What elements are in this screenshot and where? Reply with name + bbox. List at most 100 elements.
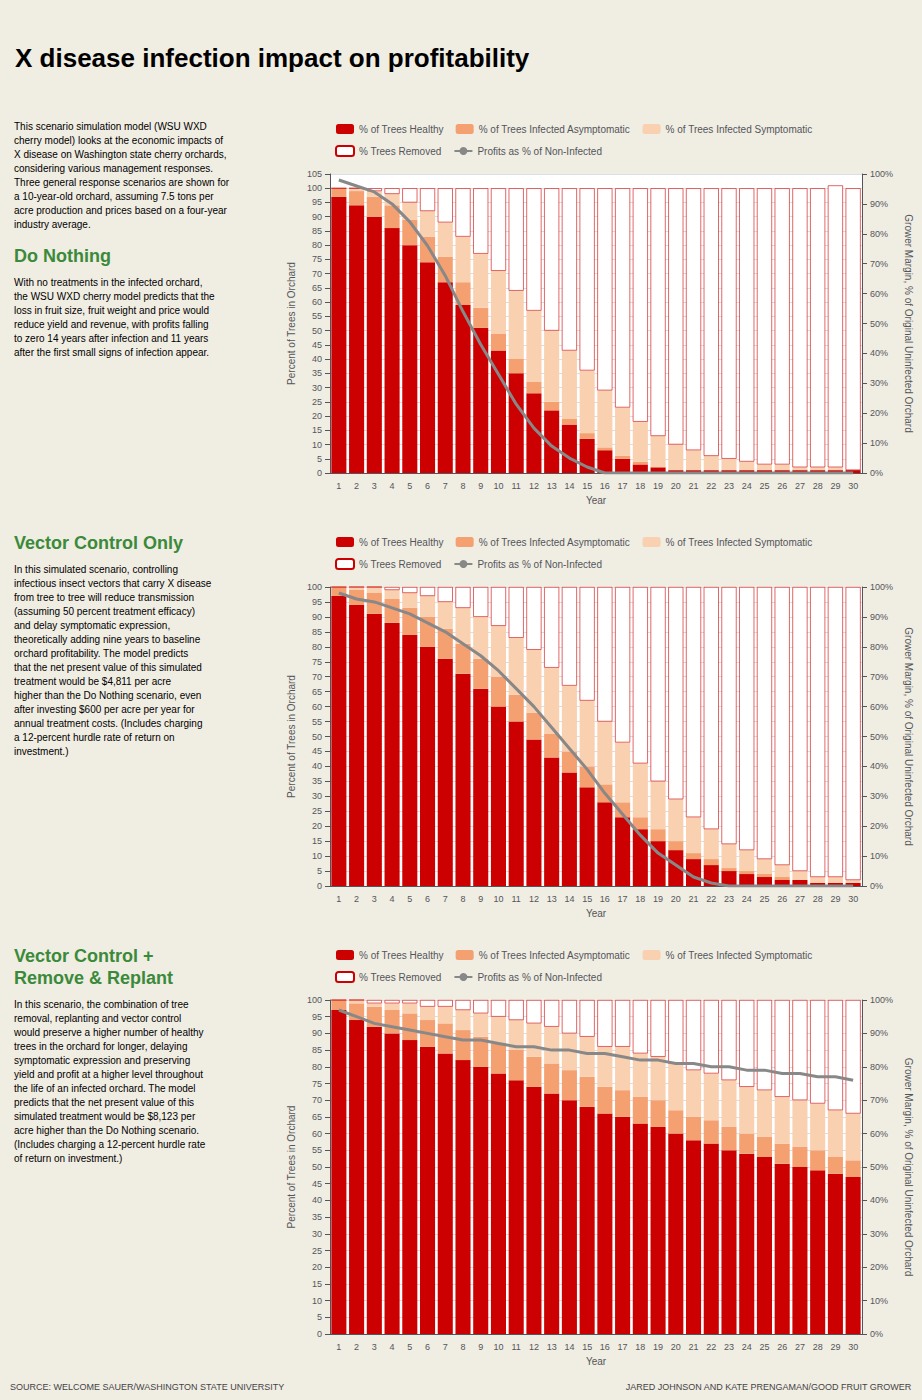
svg-text:annual treatment costs. (Inclu: annual treatment costs. (Includes chargi… bbox=[14, 718, 202, 729]
svg-text:0%: 0% bbox=[870, 468, 883, 478]
svg-text:14: 14 bbox=[564, 894, 574, 904]
svg-text:Three general response scenari: Three general response scenarios are sho… bbox=[14, 177, 230, 188]
svg-text:20: 20 bbox=[671, 894, 681, 904]
svg-text:acre production and prices bas: acre production and prices based on a fo… bbox=[14, 205, 228, 216]
svg-text:22: 22 bbox=[706, 894, 716, 904]
svg-text:Profits as % of Non-Infected: Profits as % of Non-Infected bbox=[477, 146, 602, 157]
svg-text:would preserve a higher number: would preserve a higher number of health… bbox=[13, 1027, 204, 1038]
svg-text:treatment would be $4,811 per: treatment would be $4,811 per acre bbox=[14, 676, 172, 687]
svg-text:18: 18 bbox=[635, 1342, 645, 1352]
svg-text:20%: 20% bbox=[870, 1262, 888, 1272]
svg-text:6: 6 bbox=[425, 1342, 430, 1352]
svg-text:20: 20 bbox=[312, 821, 322, 831]
svg-text:10: 10 bbox=[312, 440, 322, 450]
svg-text:26: 26 bbox=[777, 481, 787, 491]
svg-text:cherry model) looks at the eco: cherry model) looks at the economic impa… bbox=[14, 135, 223, 146]
svg-text:24: 24 bbox=[742, 894, 752, 904]
svg-text:60%: 60% bbox=[870, 1129, 888, 1139]
svg-text:100: 100 bbox=[307, 183, 322, 193]
svg-text:10: 10 bbox=[493, 894, 503, 904]
svg-text:35: 35 bbox=[312, 776, 322, 786]
svg-text:65: 65 bbox=[312, 283, 322, 293]
svg-text:29: 29 bbox=[830, 894, 840, 904]
svg-text:acre higher than the Do Nothin: acre higher than the Do Nothing scenario… bbox=[14, 1125, 199, 1136]
svg-text:95: 95 bbox=[312, 197, 322, 207]
svg-text:70%: 70% bbox=[870, 259, 888, 269]
svg-text:50%: 50% bbox=[870, 1162, 888, 1172]
svg-text:20%: 20% bbox=[870, 821, 888, 831]
svg-text:11: 11 bbox=[512, 894, 521, 904]
svg-text:simulated treatment would be $: simulated treatment would be $8,123 per bbox=[14, 1111, 196, 1122]
svg-text:40: 40 bbox=[312, 761, 322, 771]
svg-text:65: 65 bbox=[312, 687, 322, 697]
svg-text:Grower Margin, % of Original U: Grower Margin, % of Original Uninfected … bbox=[903, 1058, 914, 1276]
svg-text:100%: 100% bbox=[870, 995, 893, 1005]
svg-text:of return on investment.): of return on investment.) bbox=[14, 1153, 122, 1164]
svg-text:15: 15 bbox=[582, 481, 592, 491]
svg-text:30%: 30% bbox=[870, 378, 888, 388]
svg-text:reduce yield and revenue, with: reduce yield and revenue, with profits f… bbox=[14, 319, 209, 330]
svg-text:theoretically adding nine year: theoretically adding nine years to basel… bbox=[14, 634, 201, 645]
svg-text:60: 60 bbox=[312, 1129, 322, 1139]
svg-text:investment.): investment.) bbox=[14, 746, 68, 757]
svg-text:27: 27 bbox=[795, 481, 805, 491]
svg-text:% of Trees Infected Asymptomat: % of Trees Infected Asymptomatic bbox=[479, 950, 630, 961]
svg-text:higher than the Do Nothing sce: higher than the Do Nothing scenario, eve… bbox=[14, 690, 201, 701]
svg-text:65: 65 bbox=[312, 1112, 322, 1122]
svg-text:80: 80 bbox=[312, 240, 322, 250]
svg-text:In this scenario, the combinat: In this scenario, the combination of tre… bbox=[14, 999, 189, 1010]
svg-text:29: 29 bbox=[830, 1342, 840, 1352]
svg-text:10%: 10% bbox=[870, 851, 888, 861]
svg-text:10: 10 bbox=[312, 1296, 322, 1306]
svg-text:25: 25 bbox=[312, 397, 322, 407]
svg-text:90%: 90% bbox=[870, 612, 888, 622]
svg-text:80: 80 bbox=[312, 1062, 322, 1072]
svg-text:1: 1 bbox=[336, 1342, 341, 1352]
svg-text:industry average.: industry average. bbox=[14, 219, 91, 230]
svg-text:6: 6 bbox=[425, 894, 430, 904]
svg-text:Profits as % of Non-Infected: Profits as % of Non-Infected bbox=[477, 559, 602, 570]
svg-text:(assuming 50 percent treatment: (assuming 50 percent treatment efficacy) bbox=[14, 606, 195, 617]
svg-text:% of Trees Infected Asymptomat: % of Trees Infected Asymptomatic bbox=[479, 124, 630, 135]
svg-text:16: 16 bbox=[600, 1342, 610, 1352]
svg-text:20: 20 bbox=[312, 411, 322, 421]
svg-text:30: 30 bbox=[312, 383, 322, 393]
svg-text:50%: 50% bbox=[870, 732, 888, 742]
svg-text:12: 12 bbox=[529, 894, 539, 904]
svg-text:% Trees Removed: % Trees Removed bbox=[359, 559, 441, 570]
svg-text:19: 19 bbox=[653, 1342, 663, 1352]
svg-text:% Trees Removed: % Trees Removed bbox=[359, 972, 441, 983]
svg-text:removal, replanting and vector: removal, replanting and vector control bbox=[14, 1013, 181, 1024]
svg-text:27: 27 bbox=[795, 894, 805, 904]
svg-text:70: 70 bbox=[312, 269, 322, 279]
svg-text:100%: 100% bbox=[870, 169, 893, 179]
svg-text:5: 5 bbox=[317, 866, 322, 876]
svg-text:Percent of Trees in Orchard: Percent of Trees in Orchard bbox=[286, 1106, 297, 1229]
svg-text:0: 0 bbox=[317, 468, 322, 478]
svg-text:75: 75 bbox=[312, 1079, 322, 1089]
svg-text:% of Trees Infected Symptomati: % of Trees Infected Symptomatic bbox=[666, 537, 813, 548]
svg-text:25: 25 bbox=[759, 1342, 769, 1352]
svg-text:90: 90 bbox=[312, 212, 322, 222]
svg-text:85: 85 bbox=[312, 226, 322, 236]
svg-text:85: 85 bbox=[312, 1045, 322, 1055]
svg-text:20: 20 bbox=[312, 1262, 322, 1272]
svg-text:95: 95 bbox=[312, 1012, 322, 1022]
svg-text:90%: 90% bbox=[870, 1028, 888, 1038]
svg-text:40: 40 bbox=[312, 354, 322, 364]
svg-text:Percent of Trees in Orchard: Percent of Trees in Orchard bbox=[286, 262, 297, 385]
svg-text:20%: 20% bbox=[870, 408, 888, 418]
svg-text:With no treatments in the infe: With no treatments in the infected orcha… bbox=[14, 277, 202, 288]
svg-text:after investing $600 per acre: after investing $600 per acre per year f… bbox=[14, 704, 195, 715]
svg-text:90%: 90% bbox=[870, 199, 888, 209]
svg-text:10%: 10% bbox=[870, 1296, 888, 1306]
svg-text:10%: 10% bbox=[870, 438, 888, 448]
svg-text:23: 23 bbox=[724, 894, 734, 904]
svg-text:45: 45 bbox=[312, 746, 322, 756]
svg-text:4: 4 bbox=[390, 894, 395, 904]
svg-text:14: 14 bbox=[564, 481, 574, 491]
svg-text:30: 30 bbox=[312, 1229, 322, 1239]
svg-text:25: 25 bbox=[759, 894, 769, 904]
svg-text:80%: 80% bbox=[870, 1062, 888, 1072]
svg-text:12: 12 bbox=[529, 481, 539, 491]
